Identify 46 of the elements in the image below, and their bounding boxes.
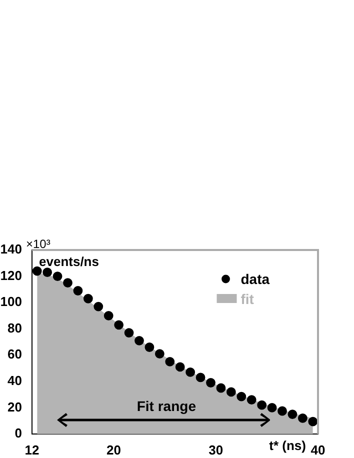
point (83, 294, 93, 304)
annotation: Fit range (136, 398, 196, 414)
point (246, 395, 256, 405)
point (63, 278, 72, 288)
point (298, 414, 308, 423)
annotation: ×10³ (26, 237, 50, 251)
point (216, 383, 226, 393)
point (226, 387, 236, 397)
point (94, 302, 104, 312)
y-tick-label: 100 (0, 294, 22, 310)
point (257, 400, 267, 410)
y-tick-label: 40 (8, 373, 22, 388)
x-tick-label: 40 (310, 442, 326, 458)
point (186, 368, 196, 377)
point (288, 410, 298, 419)
y-tick-label: 140 (0, 242, 22, 257)
y-tick-label: 80 (8, 320, 22, 336)
point (267, 403, 277, 412)
point (196, 372, 206, 382)
x-tick-label: 12 (24, 442, 40, 458)
legend-label: data (240, 271, 270, 287)
point (134, 336, 144, 346)
point (124, 328, 134, 338)
x-tick-label: 20 (106, 442, 121, 458)
point (52, 272, 62, 281)
point (73, 286, 83, 296)
y-axis-title: events/ns (39, 254, 99, 269)
y-tick-label: 0 (14, 426, 22, 441)
point (308, 416, 318, 426)
y-tick-label: 60 (8, 346, 22, 362)
y-tick-label: 120 (0, 268, 22, 283)
x-tick-label: 30 (208, 442, 224, 458)
point (154, 349, 164, 359)
y-tick-label: 20 (8, 399, 22, 414)
point (236, 392, 246, 402)
point (165, 357, 175, 366)
point (175, 362, 185, 372)
point (114, 320, 124, 330)
point (32, 266, 42, 276)
point (104, 311, 114, 320)
x-axis-title: t* (ns) (269, 438, 306, 453)
point (42, 268, 52, 278)
point (144, 342, 154, 352)
point (206, 378, 216, 388)
point (278, 406, 287, 416)
legend-label: fit (240, 291, 254, 307)
